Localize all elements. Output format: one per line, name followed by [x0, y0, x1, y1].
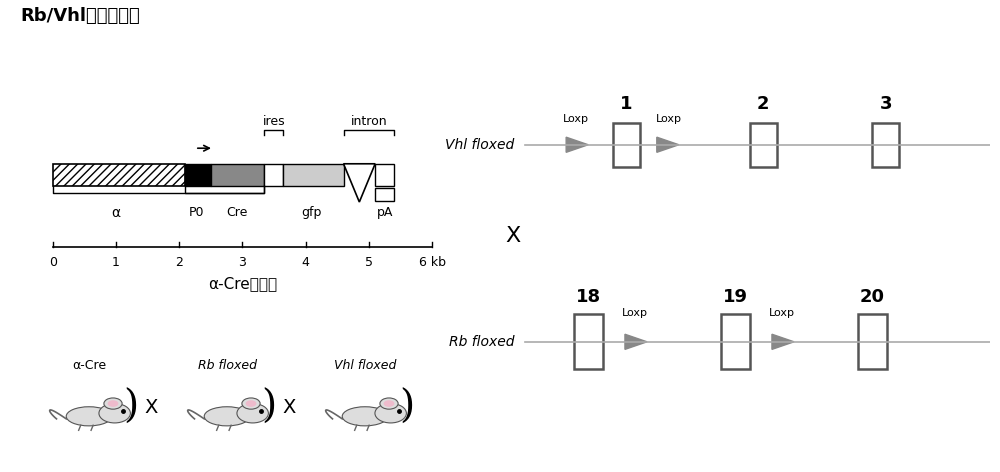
Polygon shape: [625, 334, 647, 349]
Text: X: X: [505, 226, 520, 246]
Text: 3: 3: [238, 256, 246, 269]
Bar: [53, 164, 185, 186]
Circle shape: [384, 400, 394, 407]
Text: 2: 2: [757, 95, 770, 113]
Polygon shape: [566, 137, 588, 152]
Text: Loxp: Loxp: [656, 114, 682, 124]
Circle shape: [237, 404, 268, 423]
Circle shape: [380, 398, 398, 409]
Text: gfp: gfp: [302, 206, 322, 219]
Text: Loxp: Loxp: [769, 308, 795, 319]
Text: 0: 0: [49, 256, 57, 269]
Text: 20: 20: [860, 288, 885, 306]
Ellipse shape: [66, 407, 112, 426]
Text: Vhl floxed: Vhl floxed: [445, 138, 515, 152]
Text: 6 kb: 6 kb: [419, 256, 446, 269]
Text: Loxp: Loxp: [563, 114, 589, 124]
Polygon shape: [772, 334, 794, 349]
Ellipse shape: [342, 407, 388, 426]
Bar: [211, 164, 264, 186]
Ellipse shape: [204, 407, 250, 426]
Circle shape: [246, 400, 256, 407]
Bar: [720, 314, 750, 369]
Text: Rb floxed: Rb floxed: [198, 359, 256, 372]
Text: 2: 2: [175, 256, 183, 269]
Text: ): ): [400, 389, 415, 426]
Polygon shape: [344, 164, 375, 202]
Text: Rb floxed: Rb floxed: [449, 335, 515, 349]
Bar: [185, 164, 211, 186]
Text: α-Cre: α-Cre: [72, 359, 106, 372]
Bar: [858, 314, 887, 369]
Text: 5: 5: [365, 256, 373, 269]
Circle shape: [242, 398, 260, 409]
Text: ires: ires: [263, 115, 285, 127]
Text: pA: pA: [376, 206, 393, 219]
Bar: [375, 164, 394, 186]
Bar: [750, 123, 777, 167]
Bar: [375, 188, 394, 201]
Circle shape: [375, 404, 406, 423]
Text: 4: 4: [302, 256, 310, 269]
Bar: [283, 164, 344, 186]
Text: X: X: [144, 398, 158, 417]
Text: Vhl floxed: Vhl floxed: [334, 359, 396, 372]
Text: P0: P0: [189, 206, 205, 219]
Text: Rb/Vhl双敲除小鼠: Rb/Vhl双敲除小鼠: [20, 7, 140, 25]
Circle shape: [104, 398, 122, 409]
Text: α: α: [111, 206, 120, 220]
Polygon shape: [657, 137, 679, 152]
Text: ): ): [124, 389, 139, 426]
Bar: [264, 164, 283, 186]
Text: Loxp: Loxp: [622, 308, 648, 319]
Text: ): ): [262, 389, 277, 426]
Text: 3: 3: [880, 95, 892, 113]
Text: 1: 1: [620, 95, 632, 113]
Text: intron: intron: [351, 115, 387, 127]
Text: X: X: [282, 398, 296, 417]
Text: 19: 19: [723, 288, 748, 306]
Text: α-Cre结构图: α-Cre结构图: [208, 277, 277, 292]
Text: Cre: Cre: [227, 206, 248, 219]
Circle shape: [99, 404, 130, 423]
Bar: [613, 123, 640, 167]
Text: 18: 18: [576, 288, 601, 306]
Text: 1: 1: [112, 256, 120, 269]
Bar: [574, 314, 603, 369]
Circle shape: [108, 400, 118, 407]
Bar: [872, 123, 899, 167]
